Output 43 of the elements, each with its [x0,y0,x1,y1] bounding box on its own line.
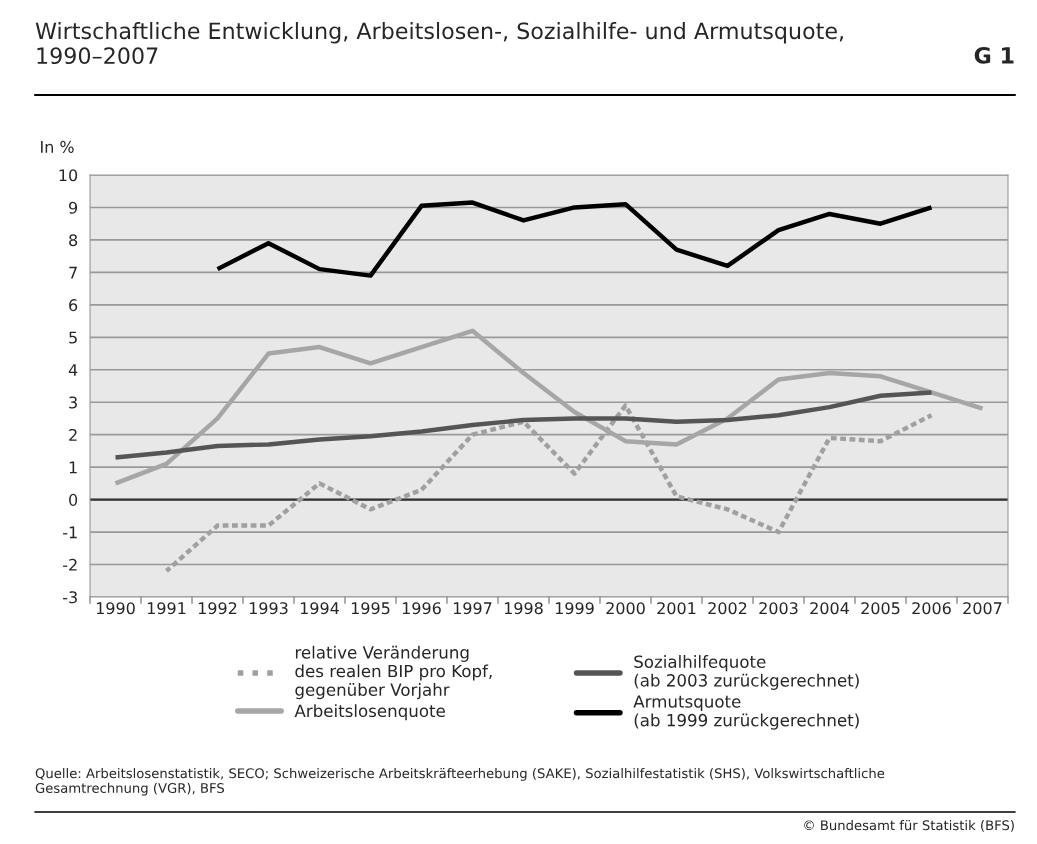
y-tick-label: 3 [69,396,77,409]
x-tick-label: 1994 [300,602,339,615]
line-series [113,390,934,460]
x-tick-label: 1998 [504,602,543,615]
y-tick-label: 8 [69,234,78,247]
line-series [215,200,934,278]
text: © Bundesamt für Statistik (BFS) [804,820,1014,832]
y-tick-label: 1 [69,461,77,474]
legend-label: relative Veränderung des realen BIP pro Kopf, gegenüber Vorjahr [295,645,492,700]
x-tick-label: 2001 [657,602,696,615]
x-tick-label: 1999 [555,602,594,615]
y-tick-label: 2 [69,428,77,441]
chart-subtitle: G 1 [974,46,1014,64]
y-tick-label: 6 [69,299,78,312]
source-note: Quelle: Arbeitslosenstatistik, SECO; Schweizerische Arbeitskräfteerhebung (SAKE), Sozialhilfestatistik (SHS), Volkswirtschaftliche Gesamtrechnung (VGR), BFS [35,768,885,796]
chart-title: Wirtschaftliche Entwicklung, Arbeitslosen-, Sozialhilfe- und Armutsquote, 1990–2007 [35,22,843,65]
x-tick-label: 2002 [708,602,747,615]
x-tick-label: 1996 [402,602,441,615]
y-tick-label: 4 [68,364,78,376]
y-tick-label: 10 [59,169,78,182]
legend-label: Armutsquote (ab 1999 zurückgerechnet) [633,695,859,730]
x-tick-label: 1993 [249,602,288,615]
legend-label: Arbeitslosenquote [294,704,445,721]
y-tick-label: 0 [69,493,78,506]
legend-label: Sozialhilfequote (ab 2003 zurückgerechnet) [634,655,859,690]
x-tick-label: 1995 [351,602,390,615]
x-tick-label: 2000 [606,602,645,615]
x-tick-label: 2004 [810,602,849,615]
x-tick-label: 1992 [198,602,237,615]
x-tick-label: 2006 [912,602,951,615]
x-tick-label: 1991 [147,602,186,615]
y-axis-title: In % [41,140,74,153]
y-tick-label: -1 [63,526,77,539]
x-tick-label: 2005 [861,602,900,615]
y-tick-label: 5 [69,331,77,344]
x-tick-label: 1997 [453,602,492,615]
y-tick-label: 7 [69,266,77,279]
y-tick-label: 9 [69,201,78,214]
x-tick-label: 2003 [759,602,798,615]
x-tick-label: 1990 [96,602,135,615]
y-tick-label: -3 [63,591,77,604]
y-tick-label: -2 [63,558,77,571]
x-tick-label: 2007 [963,602,1002,615]
